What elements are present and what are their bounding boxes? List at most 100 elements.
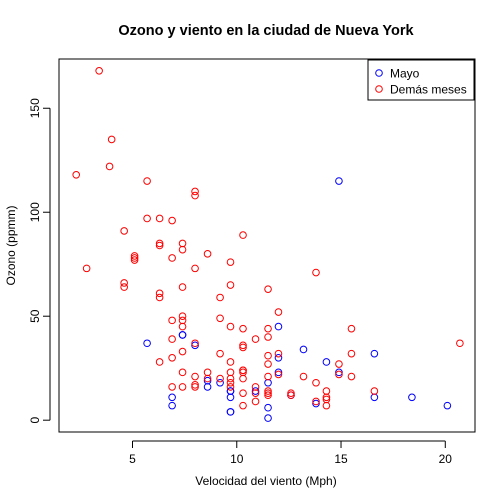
- legend: Mayo Demás meses: [367, 59, 475, 101]
- data-point-demas-meses: [191, 187, 199, 196]
- data-point-demas-meses: [239, 401, 247, 410]
- data-point-demas-meses: [168, 353, 176, 362]
- data-point-demas-meses: [143, 177, 151, 185]
- data-point-demas-meses: [251, 389, 260, 397]
- data-point-demas-meses: [322, 401, 331, 410]
- y-axis-label: Ozono (ppmm): [4, 205, 18, 285]
- data-point-demas-meses: [120, 227, 128, 235]
- data-point-demas-meses: [130, 252, 139, 260]
- data-point-demas-meses: [178, 239, 187, 248]
- data-point-demas-meses: [216, 374, 224, 383]
- data-point-demas-meses: [312, 268, 320, 277]
- data-point-demas-meses: [155, 358, 164, 366]
- data-point-demas-meses: [130, 256, 139, 264]
- data-point-demas-meses: [216, 314, 224, 323]
- data-point-demas-meses: [95, 67, 103, 75]
- data-point-mayo: [274, 353, 283, 362]
- data-point-demas-meses: [335, 360, 343, 368]
- data-point-mayo: [264, 378, 272, 387]
- data-point-mayo: [335, 368, 343, 377]
- data-point-demas-meses: [287, 391, 295, 400]
- data-point-demas-meses: [335, 370, 343, 379]
- legend-marker-demas-meses: [375, 85, 383, 93]
- data-point-demas-meses: [251, 383, 260, 391]
- data-point-demas-meses: [274, 370, 283, 379]
- data-point-demas-meses: [191, 191, 199, 200]
- x-axis: 5 10 15 20: [129, 440, 452, 466]
- y-axis: 0 50 100 150: [28, 98, 51, 424]
- data-point-mayo: [443, 401, 452, 410]
- data-point-mayo: [370, 393, 379, 402]
- data-point-demas-meses: [226, 358, 235, 366]
- plot-frame: [58, 58, 476, 433]
- data-point-demas-meses: [264, 391, 272, 400]
- data-point-mayo: [299, 345, 308, 354]
- data-point-demas-meses: [168, 216, 176, 225]
- x-tick-label: 10: [230, 452, 244, 466]
- data-point-demas-meses: [155, 293, 164, 302]
- data-point-demas-meses: [347, 372, 356, 381]
- data-point-demas-meses: [264, 333, 272, 341]
- data-point-demas-meses: [264, 351, 272, 360]
- data-point-demas-meses: [216, 349, 224, 358]
- data-point-demas-meses: [178, 368, 187, 377]
- data-point-demas-meses: [239, 343, 247, 352]
- data-point-demas-meses: [226, 383, 235, 391]
- data-point-demas-meses: [216, 293, 224, 302]
- data-point-demas-meses: [264, 387, 272, 395]
- data-point-demas-meses: [130, 254, 139, 262]
- y-tick-label: 100: [28, 202, 42, 222]
- data-point-demas-meses: [178, 316, 187, 325]
- y-tick-label: 50: [28, 309, 42, 323]
- data-point-demas-meses: [168, 383, 176, 391]
- x-tick-label: 5: [129, 452, 136, 466]
- chart-title: Ozono y viento en la ciudad de Nueva Yor…: [118, 23, 414, 39]
- data-point-demas-meses: [239, 366, 247, 375]
- data-point-demas-meses: [287, 389, 295, 397]
- data-point-mayo: [322, 358, 331, 366]
- data-point-demas-meses: [239, 341, 247, 350]
- data-point-demas-meses: [239, 389, 247, 397]
- data-point-demas-meses: [264, 372, 272, 381]
- data-point-demas-meses: [168, 335, 176, 343]
- data-point-demas-meses: [72, 170, 81, 179]
- data-point-mayo: [274, 368, 283, 377]
- x-axis-label: Velocidad del viento (Mph): [195, 474, 336, 488]
- data-point-demas-meses: [274, 349, 283, 358]
- data-point-mayo: [168, 401, 176, 410]
- data-point-demas-meses: [251, 335, 260, 343]
- data-point-mayo: [312, 399, 320, 408]
- data-point-demas-meses: [274, 308, 283, 316]
- data-point-demas-meses: [299, 372, 308, 381]
- data-point-demas-meses: [107, 135, 116, 144]
- x-tick-label: 15: [334, 452, 348, 466]
- data-point-demas-meses: [178, 245, 187, 254]
- data-point-mayo: [251, 387, 260, 395]
- data-point-demas-meses: [226, 322, 235, 331]
- data-point-mayo: [168, 393, 176, 402]
- data-point-demas-meses: [226, 258, 235, 266]
- data-point-mayo: [178, 331, 187, 339]
- data-point-demas-meses: [178, 312, 187, 321]
- legend-marker-mayo: [375, 69, 383, 77]
- data-point-demas-meses: [347, 349, 356, 358]
- data-point-demas-meses: [105, 162, 114, 171]
- y-tick-label: 0: [28, 417, 42, 424]
- data-point-demas-meses: [155, 241, 164, 250]
- legend-label-demas-meses: Demás meses: [390, 83, 467, 97]
- data-point-mayo: [264, 414, 272, 422]
- data-point-demas-meses: [264, 389, 272, 397]
- data-point-demas-meses: [191, 372, 199, 381]
- data-point-demas-meses: [191, 264, 199, 273]
- data-point-demas-meses: [203, 368, 212, 377]
- data-point-demas-meses: [178, 383, 187, 391]
- data-point-demas-meses: [120, 279, 128, 287]
- data-point-demas-meses: [322, 393, 331, 402]
- data-point-demas-meses: [251, 397, 260, 406]
- data-point-demas-meses: [322, 387, 331, 395]
- data-point-demas-meses: [226, 374, 235, 383]
- data-point-demas-meses: [155, 239, 164, 248]
- data-point-demas-meses: [370, 387, 379, 395]
- legend-label-mayo: Mayo: [390, 67, 420, 81]
